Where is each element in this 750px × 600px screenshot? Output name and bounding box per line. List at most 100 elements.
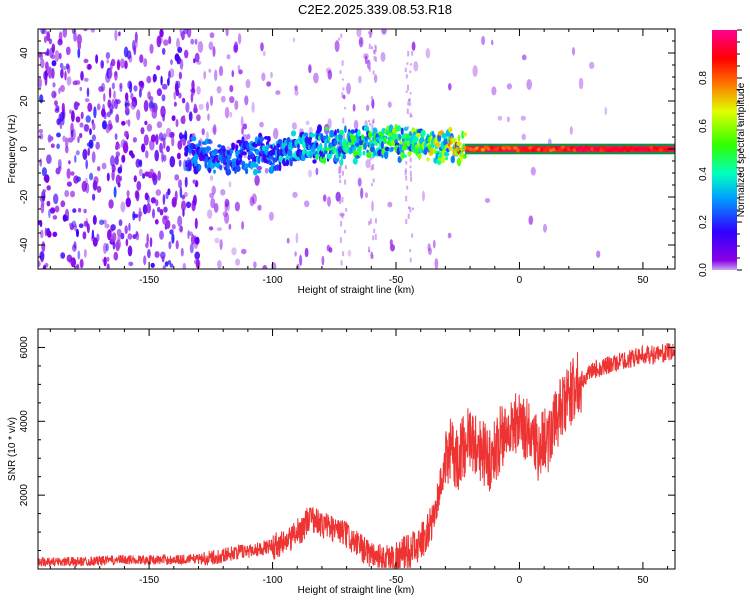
spectrogram-noise-blob xyxy=(262,264,268,269)
spectrogram-noise-blob xyxy=(139,88,142,98)
spectrogram-signal-blob xyxy=(355,155,361,159)
spectrogram-noise-blob xyxy=(381,29,387,35)
spectrogram-noise-blob xyxy=(76,34,83,45)
spectrogram-signal-blob xyxy=(380,141,384,150)
spectrogram-noise-blob xyxy=(83,29,88,32)
spectrogram-xtick-label: -100 xyxy=(263,275,283,286)
snr-xtick-label: 50 xyxy=(637,575,649,586)
spectrogram-noise-blob xyxy=(62,214,67,222)
spectrogram-noise-blob xyxy=(191,233,195,245)
spectrogram-noise-blob xyxy=(231,247,237,256)
spectrogram-signal-blob xyxy=(319,142,323,151)
spectrogram-noise-blob xyxy=(173,101,177,107)
spectrogram-signal-blob xyxy=(358,150,362,157)
colorbar-label: Normalized spectral amplitude xyxy=(736,82,747,217)
spectrogram-noise-blob xyxy=(171,197,177,208)
spectrogram-noise-blob xyxy=(128,222,131,232)
spectrogram-noise-blob xyxy=(80,70,84,81)
spectrogram-noise-blob xyxy=(163,206,168,213)
spectrogram-noise-blob xyxy=(497,115,503,121)
spectrogram-signal-blob xyxy=(309,133,315,138)
spectrogram-noise-blob xyxy=(305,120,310,126)
spectrogram-noise-blob xyxy=(194,259,198,265)
spectrogram-noise-blob xyxy=(136,180,142,191)
spectrogram-signal-blob xyxy=(445,156,449,161)
spectrogram-noise-blob xyxy=(67,137,74,143)
spectrogram-noise-blob xyxy=(44,51,49,56)
spectrogram-noise-blob xyxy=(79,122,84,128)
spectrogram-streak xyxy=(408,99,410,102)
spectrogram-noise-blob xyxy=(238,69,243,75)
spectrogram-xlabel: Height of straight line (km) xyxy=(298,285,415,296)
spectrogram-noise-blob xyxy=(84,248,87,258)
spectrogram-noise-blob xyxy=(149,96,154,102)
spectrogram-noise-blob xyxy=(121,120,126,126)
spectrogram-noise-blob xyxy=(347,249,352,257)
spectrogram-noise-blob xyxy=(216,86,222,94)
colorbar: 0.0 0.2 0.4 0.6 0.8 Normalized spectral ampl… xyxy=(698,29,747,277)
spectrogram-noise-blob xyxy=(57,38,63,46)
spectrogram-signal-blob xyxy=(235,144,239,150)
spectrogram-noise-blob xyxy=(364,120,368,127)
spectrogram-streak xyxy=(405,195,408,202)
spectrogram-streak xyxy=(343,133,345,140)
spectrogram-noise-blob xyxy=(299,254,303,266)
spectrogram-noise-blob xyxy=(155,199,159,207)
spectrogram-xtick-label: 0 xyxy=(517,275,523,286)
spectrogram-noise-blob xyxy=(59,62,64,69)
spectrogram-noise-blob xyxy=(91,134,96,142)
spectrogram-noise-blob xyxy=(78,223,84,228)
spectrogram-signal-blob xyxy=(415,132,421,138)
spectrogram-noise-blob xyxy=(291,122,297,130)
spectrogram-noise-blob xyxy=(99,219,104,226)
spectrogram-noise-blob xyxy=(209,175,214,181)
spectrogram-noise-blob xyxy=(148,100,154,109)
spectrogram-ytick-label: -40 xyxy=(19,237,30,252)
spectrogram-streak xyxy=(406,185,409,190)
snr-xtick-label: -150 xyxy=(139,575,159,586)
spectrogram-noise-blob xyxy=(105,52,111,59)
spectrogram-noise-blob xyxy=(89,172,94,181)
spectrogram-noise-blob xyxy=(66,254,73,263)
spectrogram-streak xyxy=(344,165,347,170)
spectrogram-streak xyxy=(370,96,373,100)
spectrogram-noise-blob xyxy=(390,244,395,252)
spectrogram-noise-blob xyxy=(481,35,486,46)
spectrogram-noise-blob xyxy=(95,54,99,64)
spectrogram-noise-blob xyxy=(180,247,184,257)
spectrogram-noise-blob xyxy=(342,94,346,100)
spectrogram-noise-blob xyxy=(275,90,281,95)
spectrogram-noise-blob xyxy=(142,204,148,215)
spectrogram-streak xyxy=(373,55,376,61)
spectrogram-noise-blob xyxy=(83,124,89,132)
spectrogram-streak xyxy=(344,229,346,234)
spectrogram-noise-blob xyxy=(294,89,299,96)
snr-background xyxy=(38,329,675,569)
spectrogram-streak xyxy=(371,46,373,50)
spectrogram-noise-blob xyxy=(96,233,100,242)
spectrogram-noise-blob xyxy=(125,92,129,101)
spectrogram-noise-blob xyxy=(56,132,61,138)
spectrogram-noise-blob xyxy=(40,229,44,239)
spectrogram-noise-blob xyxy=(92,193,96,201)
spectrogram-noise-blob xyxy=(70,130,74,138)
spectrogram-noise-blob xyxy=(146,123,153,132)
spectrogram-noise-blob xyxy=(54,100,58,106)
spectrogram-noise-blob xyxy=(264,167,269,174)
spectrogram-noise-blob xyxy=(154,149,159,162)
spectrogram-noise-blob xyxy=(186,29,192,38)
spectrogram-signal-blob xyxy=(328,135,331,142)
spectrogram-noise-blob xyxy=(216,227,223,232)
spectrogram-noise-blob xyxy=(228,223,232,230)
spectrogram-noise-blob xyxy=(46,154,52,164)
spectrogram-signal-blob xyxy=(322,156,327,165)
spectrogram-noise-blob xyxy=(113,186,117,198)
spectrogram-noise-blob xyxy=(328,247,333,253)
spectrogram-noise-blob xyxy=(44,227,48,237)
spectrogram-noise-blob xyxy=(110,155,115,167)
spectrogram-signal-blob xyxy=(370,143,375,148)
spectrogram-noise-blob xyxy=(357,177,362,187)
spectrogram-track-blob xyxy=(531,148,536,152)
spectrogram-signal-blob xyxy=(358,144,362,152)
spectrogram-noise-blob xyxy=(82,231,87,240)
